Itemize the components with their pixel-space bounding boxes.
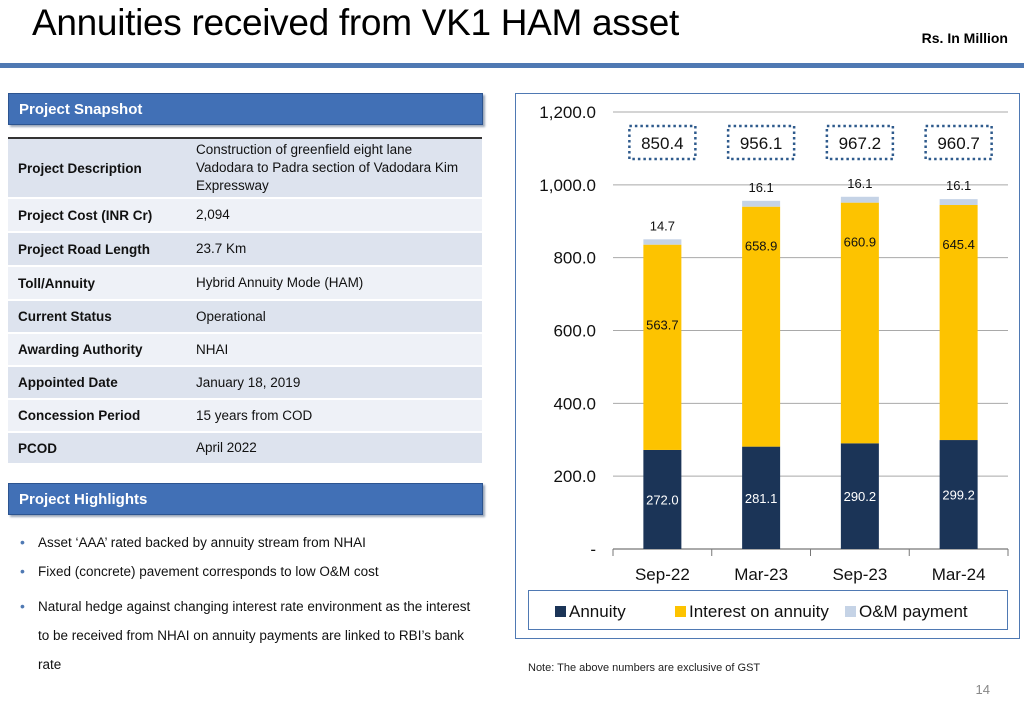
total-box: [924, 124, 993, 161]
row-label: Toll/Annuity: [8, 266, 186, 301]
row-value: January 18, 2019: [186, 366, 482, 400]
page-number: 14: [975, 682, 990, 697]
row-value: April 2022: [186, 432, 482, 465]
row-label: Concession Period: [8, 399, 186, 433]
row-value: 23.7 Km: [186, 232, 482, 267]
data-label: 272.0: [646, 492, 679, 507]
legend-label: O&M payment: [859, 602, 968, 621]
data-label: 14.7: [650, 218, 675, 233]
table-row: Awarding Authority NHAI: [8, 333, 482, 367]
legend-swatch: [845, 606, 856, 617]
total-label: 850.4: [641, 134, 684, 153]
x-tick-label: Mar-23: [734, 565, 788, 584]
data-label: 660.9: [844, 235, 877, 250]
table-row: Appointed Date January 18, 2019: [8, 366, 482, 400]
highlights-heading: Project Highlights: [8, 483, 483, 515]
x-tick-label: Sep-23: [832, 565, 887, 584]
snapshot-heading: Project Snapshot: [8, 93, 483, 125]
header-divider: [0, 63, 1024, 68]
row-label: PCOD: [8, 432, 186, 465]
bar-o-m-payment: [840, 196, 879, 203]
table-row: Concession Period 15 years from COD: [8, 399, 482, 433]
table-row: Project Road Length 23.7 Km: [8, 232, 482, 267]
row-value: Hybrid Annuity Mode (HAM): [186, 266, 482, 301]
legend-label: Annuity: [569, 602, 626, 621]
bar-annuity: [742, 446, 781, 549]
data-label: 299.2: [942, 488, 975, 503]
page-title: Annuities received from VK1 HAM asset: [32, 2, 679, 43]
total-label: 967.2: [839, 134, 882, 153]
y-tick-label: 1,200.0: [539, 103, 596, 122]
data-label: 16.1: [847, 176, 872, 191]
row-label: Awarding Authority: [8, 333, 186, 367]
list-item: Asset ‘AAA’ rated backed by annuity stre…: [20, 528, 480, 557]
data-label: 290.2: [844, 489, 877, 504]
data-label: 645.4: [942, 237, 975, 252]
y-tick-label: 200.0: [553, 467, 596, 486]
bar-annuity: [939, 440, 978, 549]
y-tick-label: 1,000.0: [539, 176, 596, 195]
bar-interest-on-annuity: [742, 206, 781, 447]
data-label: 16.1: [748, 180, 773, 195]
table-row: Project Cost (INR Cr) 2,094: [8, 198, 482, 233]
total-box: [726, 124, 796, 161]
x-tick-label: Mar-24: [932, 565, 986, 584]
bar-o-m-payment: [643, 239, 682, 245]
legend-svg: Annuity Interest on annuity O&M payment: [555, 602, 968, 621]
row-value: Operational: [186, 300, 482, 334]
y-tick-label: 600.0: [553, 322, 596, 341]
table-row: Current Status Operational: [8, 300, 482, 334]
bar-annuity: [840, 443, 879, 549]
row-value: Construction of greenfield eight lane Va…: [186, 138, 482, 199]
gst-note: Note: The above numbers are exclusive of…: [528, 662, 761, 674]
row-value: 2,094: [186, 198, 482, 233]
bar-interest-on-annuity: [840, 202, 879, 444]
data-label: 563.7: [646, 317, 679, 332]
x-tick-label: Sep-22: [635, 565, 690, 584]
row-label: Appointed Date: [8, 366, 186, 400]
row-label: Current Status: [8, 300, 186, 334]
y-tick-label: -: [590, 540, 596, 559]
row-label: Project Road Length: [8, 232, 186, 267]
project-snapshot-table: Project Description Construction of gree…: [8, 137, 482, 465]
bar-interest-on-annuity: [939, 205, 978, 441]
total-box: [628, 124, 697, 161]
row-label: Project Description: [8, 138, 186, 199]
table-row: Toll/Annuity Hybrid Annuity Mode (HAM): [8, 266, 482, 301]
highlights-list: Asset ‘AAA’ rated backed by annuity stre…: [20, 528, 480, 679]
row-value: 15 years from COD: [186, 399, 482, 433]
total-label: 956.1: [740, 134, 783, 153]
total-label: 960.7: [937, 134, 980, 153]
annuity-stacked-bar-chart: - 200.0 400.0 600.0 800.0 1,000.0 1,200.0 272.0…: [539, 103, 1009, 584]
y-tick-label: 400.0: [553, 394, 596, 413]
row-label: Project Cost (INR Cr): [8, 198, 186, 233]
data-label: 658.9: [745, 239, 778, 254]
table-row: PCOD April 2022: [8, 432, 482, 465]
list-item: Natural hedge against changing interest …: [20, 592, 480, 679]
bar-o-m-payment: [742, 200, 781, 207]
data-label: 281.1: [745, 491, 778, 506]
bar-o-m-payment: [939, 199, 978, 206]
list-item: Fixed (concrete) pavement corresponds to…: [20, 557, 480, 586]
legend-label: Interest on annuity: [689, 602, 829, 621]
chart-frame: - 200.0 400.0 600.0 800.0 1,000.0 1,200.0 272.0…: [515, 93, 1020, 639]
table-row: Project Description Construction of gree…: [8, 138, 482, 199]
legend-swatch: [675, 606, 686, 617]
data-label: 16.1: [946, 178, 971, 193]
bar-annuity: [643, 449, 682, 549]
y-tick-label: 800.0: [553, 249, 596, 268]
bar-interest-on-annuity: [643, 244, 682, 450]
total-box: [825, 124, 895, 161]
chart-legend: Annuity Interest on annuity O&M payment: [528, 590, 1008, 630]
legend-swatch: [555, 606, 566, 617]
row-value: NHAI: [186, 333, 482, 367]
units-label: Rs. In Million: [921, 30, 1008, 46]
